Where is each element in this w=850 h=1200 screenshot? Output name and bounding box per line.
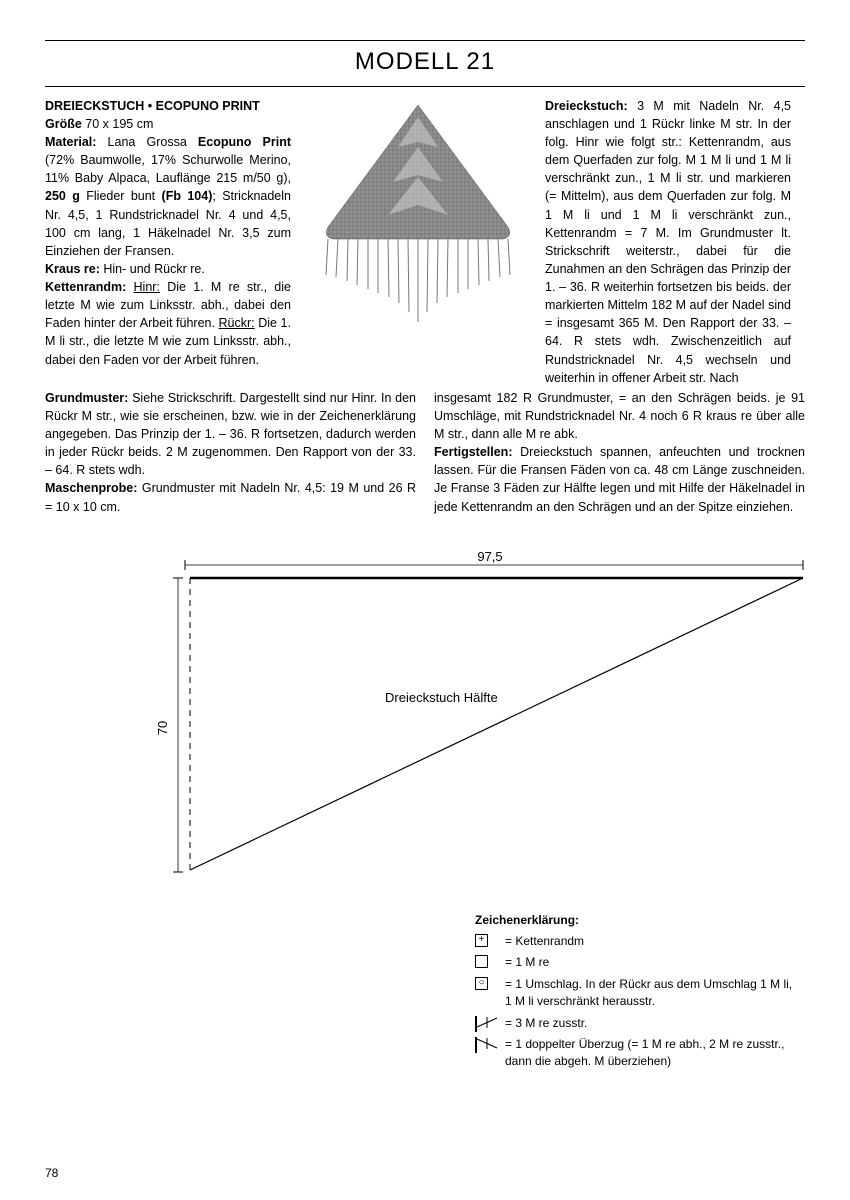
page-number: 78 [45,1165,58,1182]
column-right: Dreieckstuch: 3 M mit Nadeln Nr. 4,5 ans… [545,97,791,387]
legend-row: + = Kettenrandm [475,933,795,950]
legend-row: = 1 doppelter Überzug (= 1 M re abh., 2 … [475,1036,795,1071]
dreieck-cont: insgesamt 182 R Grundmuster, = an den Sc… [434,391,805,441]
triangle-schematic: 97,5 70 Dreieckstuch Hälfte [45,552,805,892]
size-value: 70 x 195 cm [85,117,153,131]
kraus-label: Kraus re: [45,262,100,276]
legend-row: ○ = 1 Umschlag. In der Rückr aus dem Ums… [475,976,795,1011]
top-columns: DREIECKSTUCH • ECOPUNO PRINT Größe 70 x … [45,97,805,387]
pattern-header: DREIECKSTUCH • ECOPUNO PRINT [45,99,260,113]
legend-text: = 1 doppelter Überzug (= 1 M re abh., 2 … [505,1036,795,1071]
kettenrand-label: Kettenrandm: [45,280,126,294]
material-yarn: Ecopuno Print [198,135,291,149]
material-weight: 250 g [45,189,80,203]
shawl-illustration [308,97,528,357]
size-label: Größe [45,117,82,131]
material-color-code: (Fb 104) [162,189,213,203]
lower-right: insgesamt 182 R Grundmuster, = an den Sc… [434,389,805,516]
column-left: DREIECKSTUCH • ECOPUNO PRINT Größe 70 x … [45,97,291,387]
symbol-slashdbl-icon [475,1037,477,1053]
height-label: 70 [155,720,170,734]
maschen-label: Maschenprobe: [45,481,137,495]
legend-text: = 1 M re [505,954,549,971]
legend-row: = 3 M re zusstr. [475,1015,795,1032]
schematic-diagram: 97,5 70 Dreieckstuch Hälfte [45,552,805,892]
legend-block: Zeichenerklärung: + = Kettenrandm = 1 M … [475,912,795,1071]
column-mid [303,97,533,387]
material-brand: Lana Grossa [108,135,187,149]
ruckr-label: Rückr: [219,316,255,330]
lower-left: Grundmuster: Siehe Strickschrift. Darges… [45,389,416,516]
dreieck-label: Dreieckstuch: [545,99,628,113]
fertig-label: Fertigstellen: [434,445,513,459]
kraus-text: Hin- und Rückr re. [103,262,204,276]
dreieck-text: 3 M mit Nadeln Nr. 4,5 anschlagen und 1 … [545,99,791,385]
legend-title: Zeichenerklärung: [475,912,795,929]
symbol-slash3-icon [475,1016,477,1032]
symbol-plus-icon: + [475,934,488,947]
material-color: Flieder bunt [86,189,155,203]
material-detail1: (72% Baumwolle, 17% Schurwolle Merino, 1… [45,153,291,185]
inner-label: Dreieckstuch Hälfte [385,690,498,705]
lower-columns: Grundmuster: Siehe Strickschrift. Darges… [45,389,805,516]
legend-text: = Kettenrandm [505,933,584,950]
legend-row: = 1 M re [475,954,795,971]
grundmuster-label: Grundmuster: [45,391,128,405]
legend-text: = 1 Umschlag. In der Rückr aus dem Umsch… [505,976,795,1011]
symbol-square-icon [475,955,488,968]
material-label: Material: [45,135,96,149]
width-label: 97,5 [477,552,502,564]
symbol-circle-icon: ○ [475,977,488,990]
hinr-label: Hinr: [134,280,160,294]
legend-text: = 3 M re zusstr. [505,1015,587,1032]
page-title: MODELL 21 [45,40,805,87]
